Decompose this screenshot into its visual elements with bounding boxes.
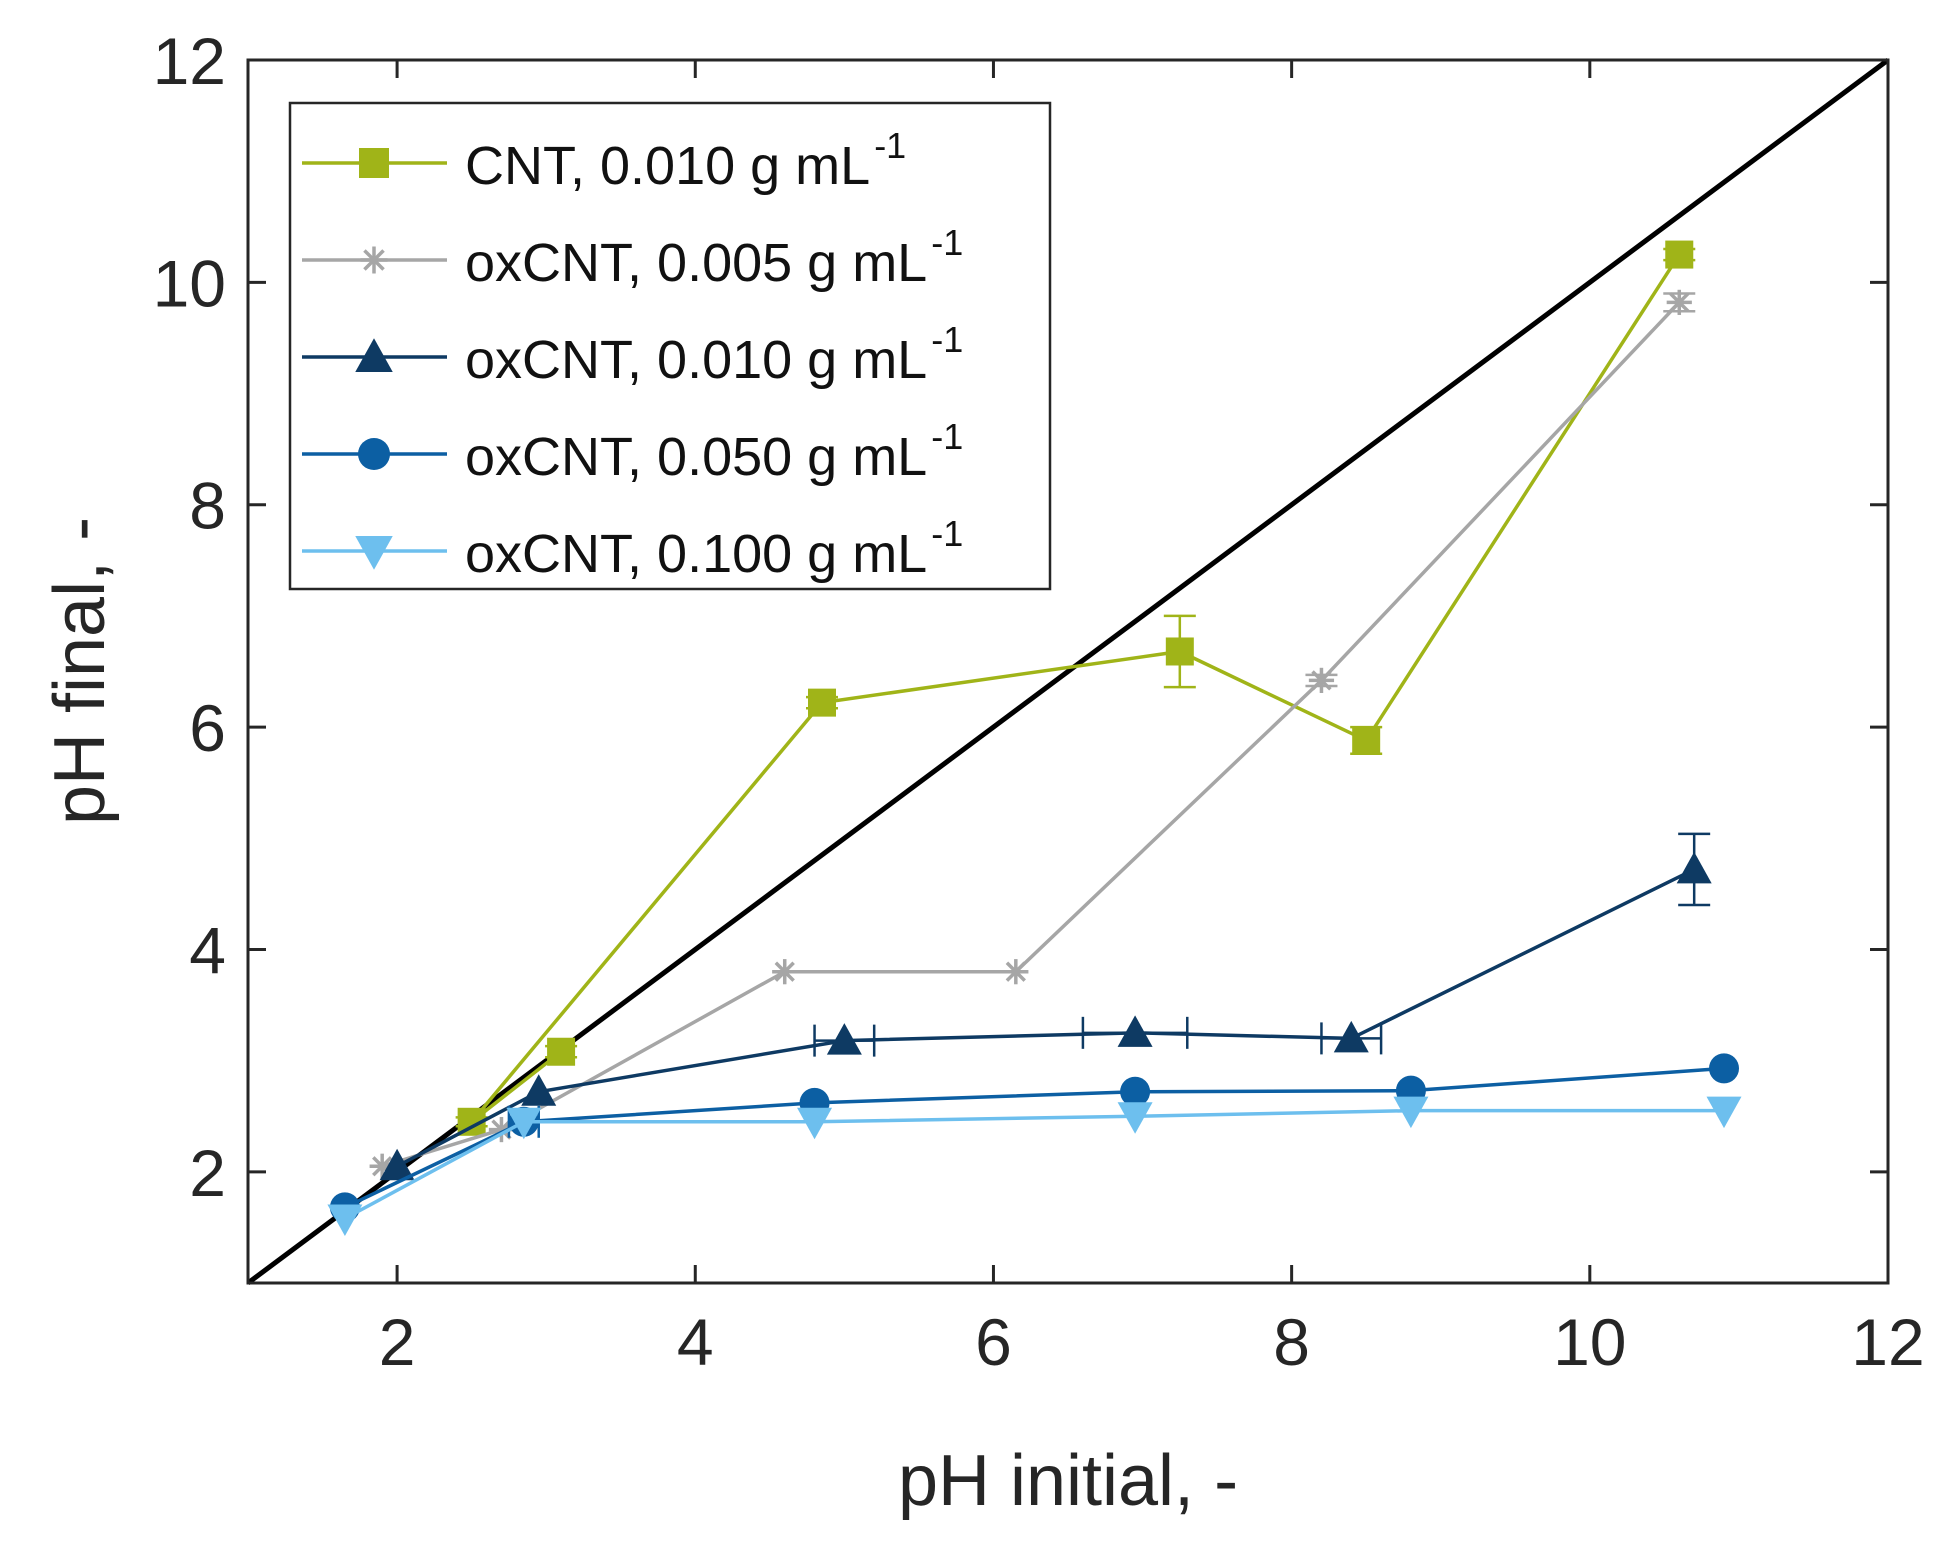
triangle-up-marker (379, 1148, 415, 1181)
y-axis-label: pH final, - (40, 517, 120, 825)
legend-label: oxCNT, 0.010 g mL -1 (465, 319, 963, 390)
square-marker (1352, 726, 1381, 755)
square-marker (1165, 637, 1194, 666)
asterisk-stroke (372, 1156, 393, 1177)
legend-superscript: -1 (931, 222, 963, 263)
legend-superscript: -1 (931, 513, 963, 554)
triangle-up-marker (521, 1074, 557, 1106)
y-tick-label: 2 (189, 1136, 226, 1210)
x-tick-label: 6 (975, 1305, 1012, 1379)
x-tick-label: 8 (1273, 1305, 1310, 1379)
legend-superscript: -1 (931, 416, 963, 457)
plot-frame (246, 58, 1890, 1285)
reference-line (246, 57, 1890, 1286)
y-tick-label: 10 (153, 246, 226, 320)
x-tick-label: 12 (1851, 1305, 1924, 1379)
circle-marker (1120, 1076, 1151, 1107)
legend-label: CNT, 0.010 g mL -1 (465, 125, 906, 196)
triangle-down-marker (355, 536, 393, 570)
series-layer (327, 240, 1742, 1237)
asterisk-stroke (363, 249, 385, 271)
legend-label: oxCNT, 0.100 g mL -1 (465, 513, 963, 584)
triangle-down-marker (797, 1107, 833, 1140)
asterisk-stroke (1669, 292, 1690, 313)
asterisk-stroke (774, 961, 795, 982)
legend-item-1: oxCNT, 0.005 g mL -1 (302, 222, 963, 293)
y-tick-label: 6 (189, 691, 226, 765)
legend-item-3: oxCNT, 0.050 g mL -1 (302, 416, 963, 487)
legend-label: oxCNT, 0.050 g mL -1 (465, 416, 963, 487)
legend-item-2: oxCNT, 0.010 g mL -1 (302, 319, 963, 390)
square-marker (808, 688, 836, 717)
triangle-up-marker (826, 1023, 862, 1055)
legend: CNT, 0.010 g mL -1 oxCNT, 0.005 g mL -1 oxCN… (288, 101, 1052, 591)
square-marker (1665, 240, 1694, 269)
asterisk-marker (360, 246, 388, 274)
series-line (381, 301, 1681, 1168)
tick-labels: 2 4 6 8 10 12 2 4 6 8 10 12 (153, 24, 1925, 1379)
x-axis-label: pH initial, - (898, 1441, 1238, 1521)
triangle-down-marker (1706, 1096, 1742, 1129)
triangle-down-marker (327, 1204, 363, 1237)
asterisk-stroke (1311, 670, 1332, 691)
triangle-down-marker (1393, 1096, 1429, 1129)
circle-marker (1709, 1053, 1739, 1084)
legend-item-0: CNT, 0.010 g mL -1 (302, 125, 906, 196)
legend-item-4: oxCNT, 0.100 g mL -1 (302, 513, 963, 584)
triangle-up-marker (355, 338, 393, 372)
y-tick-label: 12 (153, 24, 226, 98)
square-marker (359, 148, 389, 178)
legend-superscript: -1 (874, 125, 906, 166)
circle-marker (358, 438, 390, 470)
y-tick-label: 8 (189, 469, 226, 543)
legend-box (288, 101, 1052, 591)
series-2 (379, 832, 1712, 1181)
series-line (344, 1108, 1724, 1221)
series-line (396, 867, 1695, 1168)
reference-line-group (246, 57, 1890, 1286)
x-tick-label: 2 (379, 1305, 416, 1379)
y-tick-label: 4 (189, 913, 226, 987)
asterisk-marker (772, 959, 798, 985)
triangle-down-marker (1117, 1102, 1153, 1134)
triangle-down-marker (506, 1107, 542, 1140)
series-1 (369, 289, 1696, 1179)
asterisk-marker (1308, 667, 1335, 693)
asterisk-marker (1003, 959, 1029, 985)
square-marker (547, 1037, 576, 1066)
legend-superscript: -1 (931, 319, 963, 360)
x-tick-label: 10 (1553, 1305, 1626, 1379)
legend-label: oxCNT, 0.005 g mL -1 (465, 222, 963, 293)
triangle-up-marker (1676, 851, 1712, 884)
series-line (470, 253, 1681, 1124)
asterisk-stroke (1005, 961, 1026, 982)
asterisk-marker (1666, 289, 1692, 315)
x-tick-label: 4 (677, 1305, 714, 1379)
series-4 (327, 1096, 1742, 1237)
triangle-up-marker (1333, 1020, 1369, 1053)
triangle-up-marker (1117, 1015, 1153, 1047)
